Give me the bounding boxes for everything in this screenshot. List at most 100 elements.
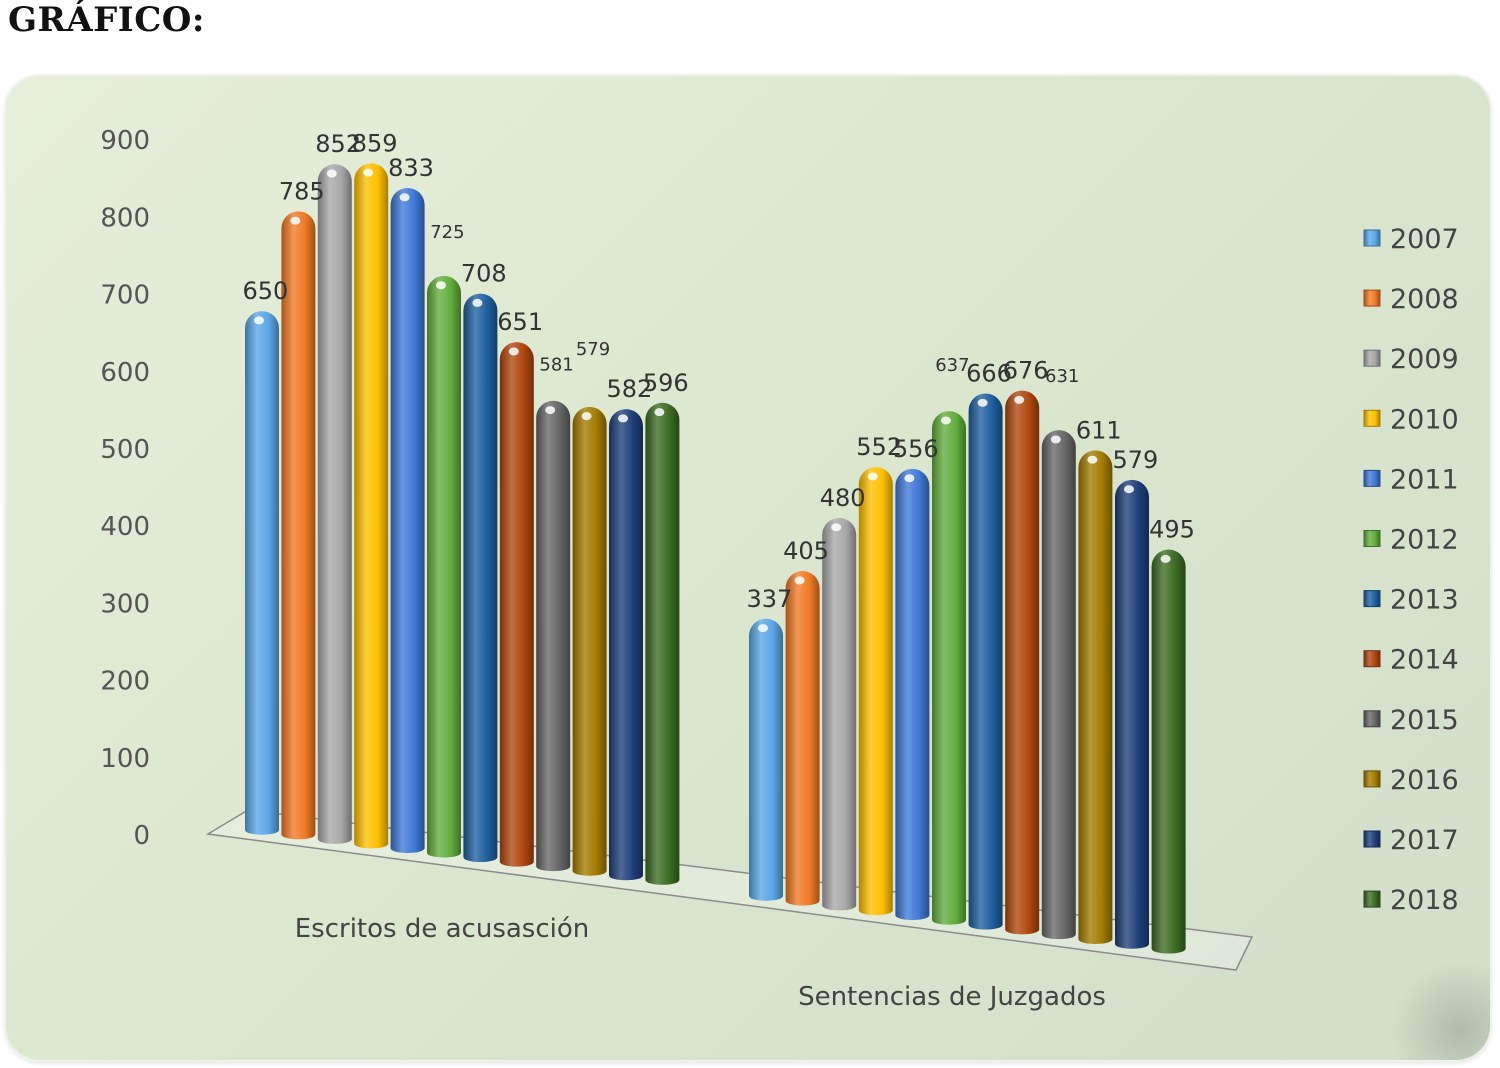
data-label: 495: [1149, 516, 1195, 544]
bar-highlight: [1087, 455, 1098, 464]
legend-label: 2013: [1390, 585, 1459, 616]
bar-2014-sentencias: [1005, 390, 1040, 935]
y-tick-label: 500: [100, 435, 150, 465]
data-label: 581: [539, 355, 573, 376]
page-heading: GRÁFICO:: [8, 0, 205, 40]
legend-swatch: [1363, 469, 1381, 487]
bar-2009-sentencias: [822, 517, 857, 911]
data-label: 579: [1112, 446, 1158, 474]
bar-2017-escritos: [609, 409, 643, 881]
bar-2012-escritos: [427, 275, 461, 858]
bar-2018-escritos: [645, 402, 680, 885]
bar-highlight: [581, 412, 592, 421]
bar-2013-sentencias: [968, 393, 1003, 930]
y-tick-label: 400: [100, 512, 150, 542]
y-tick-label: 600: [100, 358, 150, 388]
legend-label: 2016: [1390, 765, 1459, 796]
data-label: 852: [315, 130, 361, 158]
bar-highlight: [363, 168, 374, 177]
data-label: 650: [242, 277, 288, 305]
data-label: 596: [643, 369, 689, 397]
bar-2010-escritos: [354, 163, 389, 849]
y-tick-label: 700: [100, 281, 150, 311]
bar-highlight: [977, 398, 988, 407]
bar-highlight: [1160, 554, 1171, 563]
bar-highlight: [545, 406, 556, 415]
legend-swatch: [1363, 590, 1381, 608]
data-label: 337: [746, 585, 792, 613]
data-label: 480: [820, 484, 866, 512]
data-label: 556: [893, 435, 939, 463]
legend-swatch: [1363, 349, 1381, 367]
legend-label: 2015: [1390, 705, 1459, 736]
y-tick-label: 100: [100, 744, 150, 774]
bar-2009-escritos: [317, 164, 352, 844]
bar-highlight: [831, 523, 842, 532]
bar-highlight: [1014, 395, 1025, 404]
data-label: 859: [352, 129, 398, 157]
data-label: 651: [497, 308, 543, 336]
bar-2011-escritos: [390, 187, 425, 853]
bar-2015-escritos: [536, 400, 571, 872]
bar-2007-escritos: [245, 311, 279, 835]
bar-2018-sentencias: [1151, 549, 1186, 954]
legend-label: 2011: [1390, 464, 1459, 495]
bar-highlight: [867, 472, 878, 481]
bar-highlight: [472, 298, 483, 307]
data-labels: 6507858528598337257086515815795825963374…: [242, 129, 1194, 612]
bar-highlight: [794, 576, 805, 585]
y-tick-label: 800: [100, 203, 150, 233]
data-label: 637: [935, 355, 969, 376]
bar-2017-sentencias: [1115, 479, 1149, 949]
legend-label: 2014: [1390, 645, 1459, 676]
data-label: 631: [1045, 366, 1079, 387]
y-tick-label: 0: [133, 821, 150, 851]
bar-highlight: [654, 408, 665, 417]
data-label: 708: [461, 260, 507, 288]
legend-label: 2010: [1390, 404, 1459, 435]
bar-highlight: [618, 414, 628, 423]
bar-2016-sentencias: [1078, 450, 1113, 944]
legend-swatch: [1363, 710, 1381, 728]
bar-highlight: [436, 281, 446, 290]
data-label: 552: [856, 433, 902, 461]
category-labels: Escritos de acusasción Sentencias de Juzg…: [295, 914, 1106, 1012]
legend-label: 2009: [1390, 344, 1459, 375]
legend-swatch: [1363, 409, 1381, 427]
bar-2013-escritos: [463, 293, 498, 863]
legend-swatch: [1363, 830, 1381, 848]
y-tick-label: 200: [100, 667, 150, 697]
data-label: 582: [606, 375, 652, 403]
legend-label: 2017: [1390, 825, 1459, 856]
bar-highlight: [758, 624, 768, 633]
bar-2008-escritos: [281, 211, 316, 840]
legend-swatch: [1363, 650, 1381, 668]
legend-label: 2007: [1390, 224, 1459, 255]
bar-2008-sentencias: [785, 571, 820, 906]
legend-label: 2012: [1390, 525, 1459, 556]
data-label: 666: [966, 360, 1012, 388]
y-tick-label: 900: [100, 126, 150, 156]
bar-highlight: [254, 316, 264, 325]
bar-highlight: [399, 193, 410, 202]
legend-swatch: [1363, 890, 1381, 908]
bar-2016-escritos: [572, 406, 607, 876]
bar-highlight: [326, 169, 337, 178]
bar-2007-sentencias: [749, 618, 783, 901]
legend-swatch: [1363, 289, 1381, 307]
legend-swatch: [1363, 229, 1381, 247]
bar-2015-sentencias: [1041, 430, 1076, 940]
bar-highlight: [508, 347, 519, 356]
data-label: 611: [1076, 416, 1122, 444]
data-label: 579: [576, 339, 610, 360]
bar-highlight: [290, 216, 301, 225]
bars: [245, 163, 1186, 954]
bar-2012-sentencias: [932, 411, 966, 925]
bar-2010-sentencias: [858, 467, 893, 916]
category-label: Escritos de acusasción: [295, 914, 590, 944]
data-label: 833: [388, 154, 434, 182]
bar-2014-escritos: [499, 342, 534, 867]
bar-2011-sentencias: [895, 468, 930, 920]
y-axis: 0 100 200 300 400 500 600 700 800 900: [100, 126, 150, 851]
